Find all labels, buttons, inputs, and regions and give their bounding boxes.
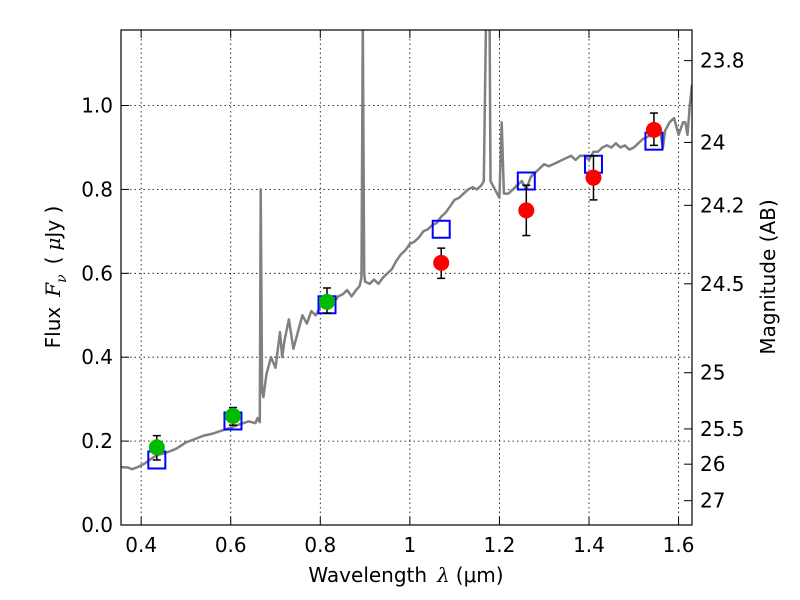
y-axis-nu: ν bbox=[54, 274, 70, 283]
y2-tick-label: 26 bbox=[700, 452, 725, 476]
y-axis-title-text: Flux bbox=[41, 307, 65, 349]
x-tick-label: 1 bbox=[403, 533, 416, 557]
y-tick-label: 1.0 bbox=[81, 94, 113, 118]
y2-tick-label: 27 bbox=[700, 489, 725, 513]
x-axis-title-text: Wavelength bbox=[308, 563, 427, 587]
x-axis-title: Wavelength λ (μm) bbox=[308, 563, 503, 587]
y-tick-label: 0.2 bbox=[81, 429, 113, 453]
y2-tick-label: 25.5 bbox=[700, 417, 745, 441]
grid bbox=[121, 30, 692, 526]
y-axis-title: Flux Fν ( μJy ) bbox=[41, 206, 70, 349]
x-tick-label: 1.6 bbox=[663, 533, 695, 557]
y-tick-label: 0.8 bbox=[81, 177, 113, 201]
y2-tick-label: 25 bbox=[700, 361, 725, 385]
points-layer bbox=[147, 112, 664, 470]
observed-point-red bbox=[585, 169, 602, 186]
y-axis-unit-rest: Jy ) bbox=[41, 206, 65, 240]
y2-axis-title: Magnitude (AB) bbox=[756, 199, 780, 354]
plot-area bbox=[121, 30, 692, 525]
y-tick-label: 0.6 bbox=[81, 261, 113, 285]
y2-tick-label: 24.2 bbox=[700, 193, 745, 217]
x-tick-label: 1.2 bbox=[484, 533, 516, 557]
observed-point-green bbox=[148, 439, 165, 456]
x-tick-label: 0.8 bbox=[304, 533, 336, 557]
y-axis-unit-open: ( bbox=[41, 257, 65, 265]
x-tick-label: 0.4 bbox=[125, 533, 157, 557]
spectrum-line bbox=[121, 30, 692, 471]
observed-point-red bbox=[518, 202, 535, 219]
y-axis-mu: μ bbox=[41, 238, 65, 251]
y2-tick-label: 23.8 bbox=[700, 49, 745, 73]
x-axis-unit: (μm) bbox=[456, 563, 504, 587]
y-axis-F: F bbox=[41, 282, 65, 298]
ticks: 0.4 0.6 0.8 1 1.2 1.4 1.6 0.0 0.2 0.4 0.6 0.8 1.0 23.… bbox=[81, 30, 745, 557]
series-layer bbox=[121, 30, 692, 471]
observed-point-red bbox=[645, 121, 662, 138]
plot-frame bbox=[120, 29, 693, 526]
x-axis-lambda: λ bbox=[436, 563, 450, 587]
x-tick-label: 0.6 bbox=[215, 533, 247, 557]
x-tick-label: 1.4 bbox=[573, 533, 605, 557]
y-tick-label: 0.4 bbox=[81, 345, 113, 369]
y-tick-label: 0.0 bbox=[81, 513, 113, 537]
model-square bbox=[431, 219, 451, 239]
observed-point-green bbox=[224, 407, 241, 424]
y2-tick-label: 24 bbox=[700, 130, 725, 154]
observed-point-red bbox=[433, 254, 450, 271]
observed-point-green bbox=[319, 293, 336, 310]
y2-tick-label: 24.5 bbox=[700, 272, 745, 296]
